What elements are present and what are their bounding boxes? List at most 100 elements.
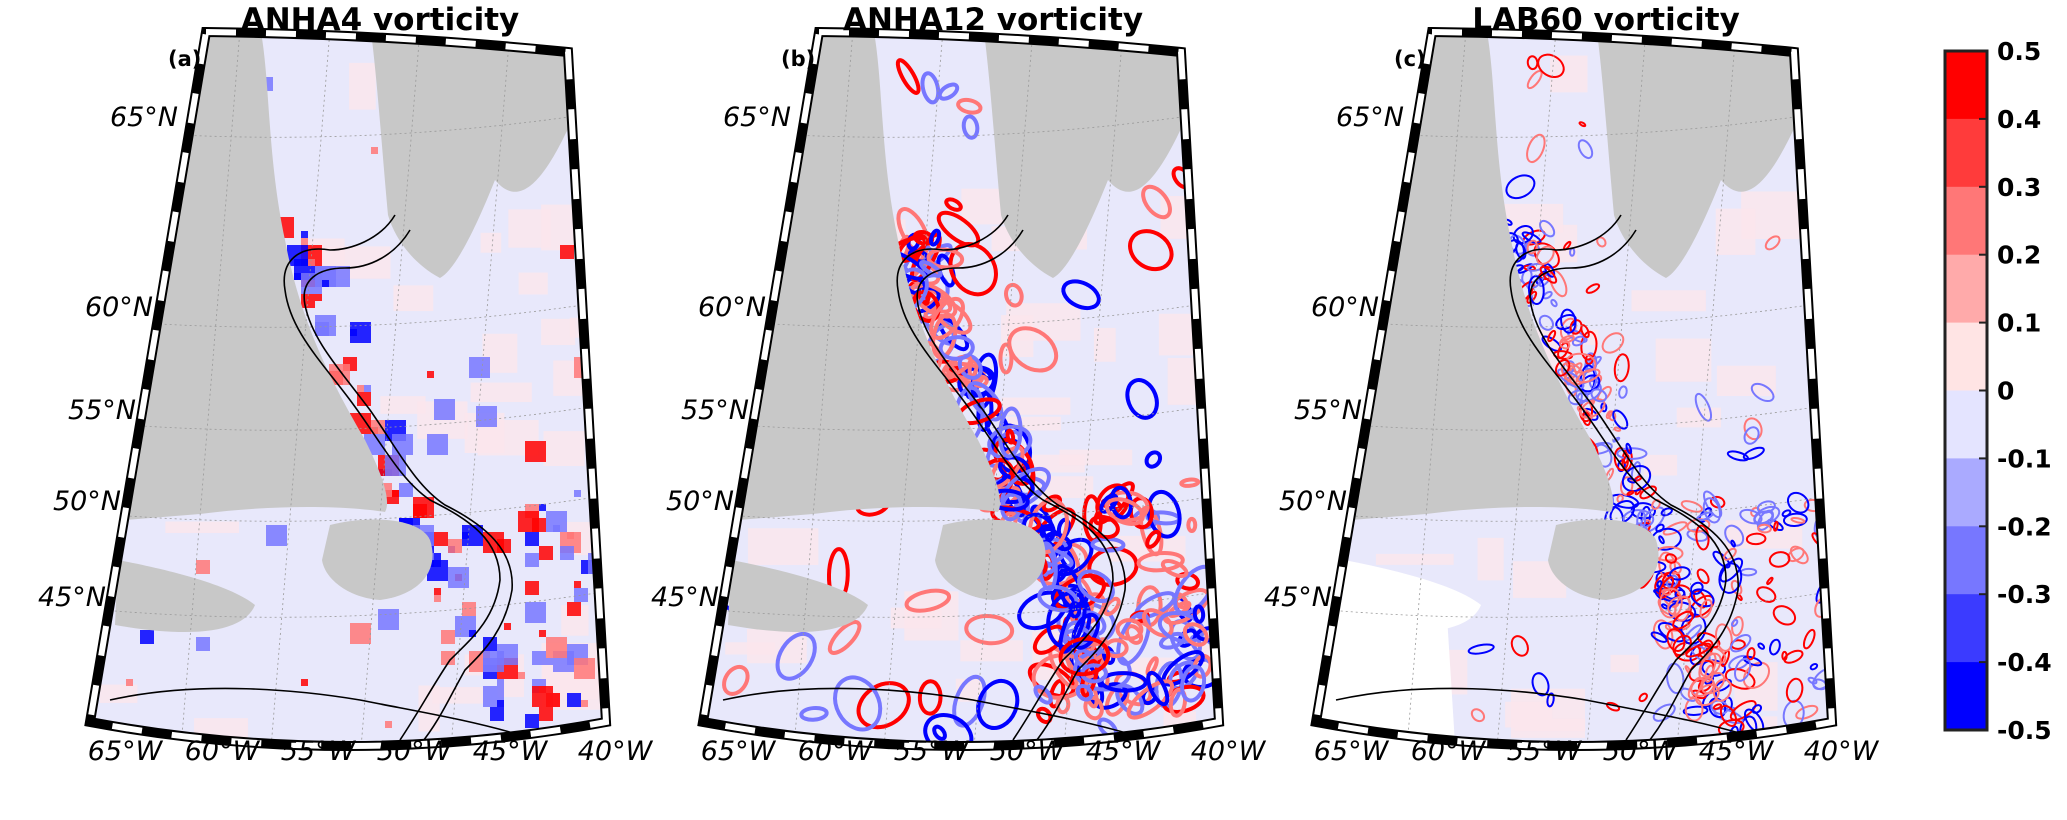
vorticity-eddy	[1682, 705, 1709, 716]
colorbar-bin	[1945, 594, 1987, 663]
vorticity-eddy	[1125, 378, 1159, 420]
vorticity-patch	[890, 607, 942, 629]
latitude-label: 50°N	[1279, 486, 1347, 517]
vorticity-eddy	[1345, 340, 1355, 356]
vorticity-eddy	[1696, 568, 1710, 585]
vorticity-patch	[1167, 357, 1218, 405]
vorticity-eddy	[1621, 464, 1652, 493]
colorbar-tick-label: 0.3	[1997, 173, 2041, 202]
longitude-label: 65°W	[1314, 736, 1390, 767]
vorticity-eddy	[952, 674, 987, 728]
vorticity-cell	[525, 441, 546, 462]
vorticity-eddy	[1075, 683, 1094, 702]
graticule-parallel	[703, 489, 1219, 522]
latitude-label: 55°N	[1294, 395, 1362, 426]
vorticity-eddy	[1638, 692, 1648, 703]
land-greenland	[985, 40, 1185, 278]
longitude-label: 60°W	[798, 736, 874, 767]
vorticity-eddy	[1384, 199, 1397, 219]
latitude-label: 55°N	[68, 395, 136, 426]
longitude-label: 60°W	[185, 736, 261, 767]
vorticity-eddy	[1664, 553, 1678, 564]
vorticity-eddy	[1795, 704, 1819, 720]
vorticity-eddy	[1186, 516, 1198, 534]
vorticity-cell	[539, 707, 553, 721]
longitude-label: 60°W	[1411, 736, 1487, 767]
vorticity-patch	[518, 272, 548, 295]
land-newfoundland	[1548, 519, 1659, 600]
vorticity-patch	[1610, 654, 1639, 673]
vorticity-eddy	[1136, 550, 1185, 573]
vorticity-cell	[126, 679, 133, 686]
vorticity-cell	[574, 581, 581, 588]
graticule-meridian	[179, 32, 241, 746]
vorticity-eddy	[1470, 708, 1486, 723]
vorticity-cell	[525, 602, 546, 623]
no-data-region	[1316, 600, 1456, 746]
vorticity-eddy	[1733, 657, 1752, 682]
graticule-meridian	[1585, 32, 1647, 746]
vorticity-eddy	[1550, 298, 1558, 308]
vorticity-patch	[1326, 257, 1385, 274]
vorticity-eddy	[1739, 508, 1763, 525]
vorticity-cell	[427, 560, 448, 581]
panel-title: ANHA4 vorticity	[241, 2, 520, 38]
longitude-label: 40°W	[1804, 736, 1880, 767]
vorticity-cell	[434, 399, 455, 420]
vorticity-eddy	[1695, 524, 1710, 551]
map-panel-b: ANHA12 vorticity (b) 65°N 60°N 55°N 50°N 45°N 6…	[651, 2, 1267, 767]
longitude-label: 50°W	[377, 736, 453, 767]
colorbar-tick-label: -0.5	[1997, 716, 2052, 745]
map-panel-a: ANHA4 vorticity (a) 65°N 60°N 55°N 50°N 45°N 65…	[38, 2, 654, 767]
vorticity-eddy	[1751, 704, 1763, 714]
vorticity-cell	[294, 273, 301, 280]
vorticity-eddy	[1607, 410, 1617, 422]
colorbar-tick-label: 0.4	[1997, 105, 2041, 134]
vorticity-eddy	[1652, 619, 1674, 650]
vorticity-eddy	[1115, 618, 1144, 641]
vorticity-eddy	[1061, 279, 1101, 311]
vorticity-cell	[546, 511, 567, 532]
vorticity-cell	[525, 581, 539, 595]
vorticity-eddy	[1527, 275, 1545, 306]
vorticity-cell	[497, 679, 504, 686]
vorticity-cell	[567, 602, 581, 616]
colorbar-bin	[1945, 51, 1987, 120]
panel-label: (c)	[1394, 47, 1426, 71]
isobath-contour	[896, 214, 1114, 741]
vorticity-patch	[725, 642, 775, 655]
vorticity-cell	[483, 532, 504, 553]
vorticity-eddy	[1656, 580, 1663, 588]
vorticity-eddy	[1612, 409, 1629, 430]
colorbar-tick-label: 0.1	[1997, 309, 2041, 338]
vorticity-eddy	[1730, 634, 1752, 653]
colorbar: 0.5 0.4 0.3 0.2 0.1 0 -0.1 -0.2 -0.3 -0.4 -0.5	[1943, 37, 2052, 745]
latitude-label: 65°N	[110, 102, 178, 133]
longitude-label: 50°W	[1603, 736, 1679, 767]
vorticity-eddy	[1105, 497, 1145, 526]
vorticity-eddy	[919, 259, 943, 278]
map-area	[90, 32, 606, 746]
vorticity-eddy	[1669, 566, 1691, 581]
vorticity-eddy	[827, 620, 862, 655]
vorticity-eddy	[1685, 642, 1712, 658]
land-newfoundland	[935, 519, 1046, 600]
vorticity-eddy	[1554, 358, 1571, 377]
vorticity-eddy	[961, 114, 980, 140]
latitude-label: 60°N	[698, 292, 766, 323]
vorticity-cell	[140, 630, 154, 644]
vorticity-patch	[960, 640, 1023, 662]
panel-title: LAB60 vorticity	[1472, 2, 1740, 38]
vorticity-cell	[574, 490, 581, 497]
vorticity-cell	[357, 392, 371, 406]
vorticity-cell	[301, 231, 308, 238]
vorticity-cell	[574, 658, 595, 679]
colorbar-bin	[1945, 186, 1987, 256]
vorticity-patch	[722, 129, 776, 164]
vorticity-cell	[427, 434, 448, 455]
vorticity-eddy	[1005, 428, 1016, 445]
vorticity-cell	[301, 679, 308, 686]
vorticity-eddy	[1802, 628, 1816, 650]
vorticity-eddy	[1146, 670, 1170, 707]
vorticity-patch	[165, 521, 239, 533]
